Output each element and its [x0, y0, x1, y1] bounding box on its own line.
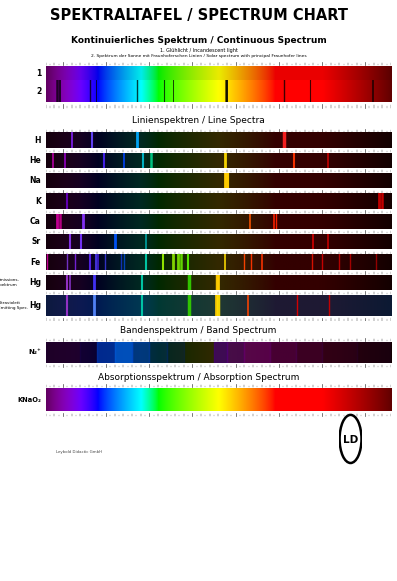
Bar — [166, 342, 184, 363]
Bar — [270, 342, 296, 363]
Text: Kontinuierliches Spektrum / Continuous Spectrum: Kontinuierliches Spektrum / Continuous S… — [71, 35, 326, 45]
Bar — [46, 342, 80, 363]
Text: He: He — [29, 156, 41, 165]
Bar — [115, 342, 132, 363]
Bar — [227, 342, 244, 363]
Text: SPEKTRALTAFEL / SPECTRUM CHART: SPEKTRALTAFEL / SPECTRUM CHART — [50, 8, 347, 23]
Text: Bandenspektrum / Band Spectrum: Bandenspektrum / Band Spectrum — [120, 326, 277, 335]
Text: Emitting Spec.: Emitting Spec. — [0, 306, 28, 310]
Text: H: H — [35, 135, 41, 145]
Bar — [97, 342, 115, 363]
Text: Hg: Hg — [29, 301, 41, 310]
Bar — [357, 342, 391, 363]
Bar — [149, 342, 166, 363]
Text: KNaO₂: KNaO₂ — [17, 397, 41, 403]
Text: Fe: Fe — [31, 257, 41, 267]
Text: 1: 1 — [37, 69, 42, 78]
Text: LD: LD — [343, 435, 358, 445]
Text: Emissions-: Emissions- — [0, 278, 20, 282]
Text: spektrum: spektrum — [0, 283, 18, 286]
Bar — [132, 342, 149, 363]
Bar — [214, 342, 227, 363]
Bar — [80, 342, 97, 363]
Text: 2. Spektrum der Sonne mit Fraunhoferschen Linien / Solar spectrum with principal: 2. Spektrum der Sonne mit Fraunhofersche… — [91, 54, 306, 58]
Text: Sr: Sr — [32, 237, 41, 246]
Bar — [296, 342, 322, 363]
Text: Ultraviolett: Ultraviolett — [0, 302, 21, 305]
Text: Leybold Didactic GmbH: Leybold Didactic GmbH — [56, 450, 102, 454]
Text: Hg: Hg — [29, 278, 41, 287]
Text: 1. Glühlicht / Incandescent light: 1. Glühlicht / Incandescent light — [160, 48, 237, 53]
Bar — [322, 342, 357, 363]
Text: Absorptionsspektrum / Absorption Spectrum: Absorptionsspektrum / Absorption Spectru… — [98, 372, 299, 382]
Text: Linienspektren / Line Spectra: Linienspektren / Line Spectra — [132, 116, 265, 125]
Bar — [244, 342, 270, 363]
Text: Na: Na — [29, 176, 41, 185]
Text: 2: 2 — [37, 87, 42, 96]
Text: Ca: Ca — [30, 217, 41, 226]
Text: K: K — [35, 196, 41, 206]
Text: N₂⁺: N₂⁺ — [28, 349, 41, 355]
